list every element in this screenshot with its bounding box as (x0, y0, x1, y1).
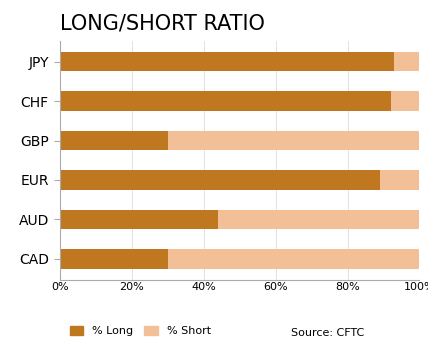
Text: Source: CFTC: Source: CFTC (291, 328, 364, 338)
Bar (60, 131, 168, 150)
Bar (60, 91, 391, 111)
Bar (168, 131, 419, 150)
Bar (218, 210, 419, 229)
Text: LONG/SHORT RATIO: LONG/SHORT RATIO (60, 14, 265, 34)
Bar (394, 52, 419, 72)
Bar (391, 91, 419, 111)
Bar (60, 249, 168, 269)
Bar (60, 210, 218, 229)
Bar (60, 170, 380, 190)
Bar (168, 249, 419, 269)
Bar (60, 52, 394, 72)
Legend: % Long, % Short: % Long, % Short (65, 322, 215, 341)
Bar (380, 170, 419, 190)
